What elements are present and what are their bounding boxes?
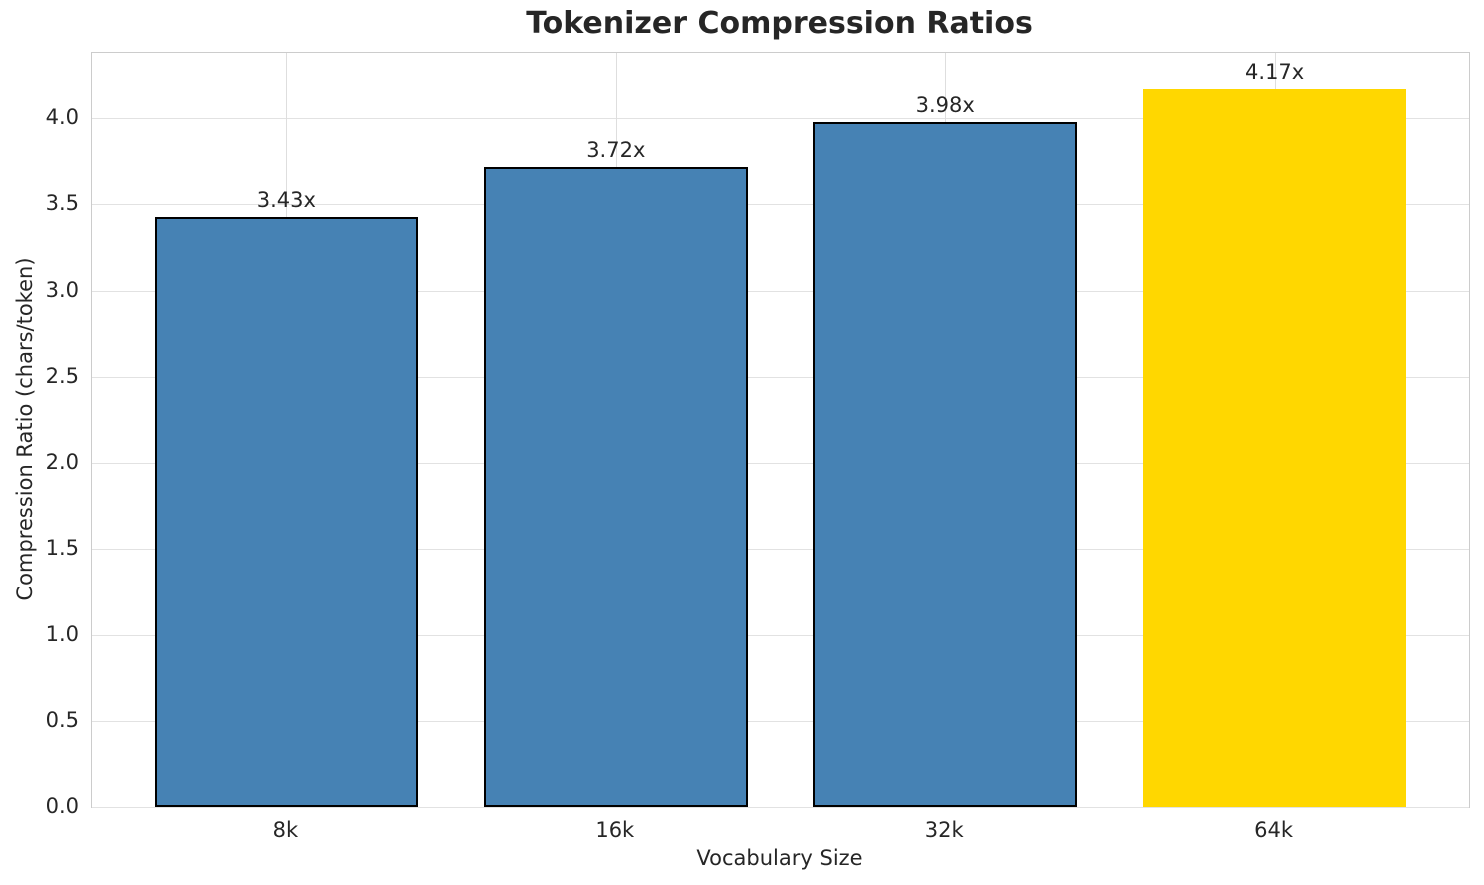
bar-16k bbox=[484, 166, 748, 807]
x-axis-label: Vocabulary Size bbox=[696, 846, 863, 870]
x-tick-label: 8k bbox=[272, 818, 299, 842]
y-tick-label: 2.0 bbox=[45, 449, 79, 474]
x-tick-label: 16k bbox=[595, 818, 635, 842]
bar-value-label: 3.98x bbox=[915, 92, 975, 117]
gridline-horizontal bbox=[92, 118, 1469, 120]
chart-title: Tokenizer Compression Ratios bbox=[526, 6, 1033, 41]
x-tick-label: 32k bbox=[924, 818, 964, 842]
bar-value-label: 4.17x bbox=[1245, 60, 1305, 85]
gridline-horizontal bbox=[92, 290, 1469, 292]
plot-area: 3.43x 3.72x 3.98x 4.17x bbox=[91, 52, 1470, 808]
gridline-horizontal bbox=[92, 634, 1469, 636]
gridline-horizontal bbox=[92, 462, 1469, 464]
gridline-horizontal bbox=[92, 720, 1469, 722]
bar-value-label: 3.43x bbox=[256, 187, 316, 212]
y-tick-label: 0.5 bbox=[45, 707, 79, 732]
y-tick-label: 2.5 bbox=[45, 363, 79, 388]
gridline-horizontal bbox=[92, 204, 1469, 206]
bar-32k bbox=[813, 121, 1077, 807]
bar-8k bbox=[154, 216, 419, 807]
gridline-horizontal bbox=[92, 548, 1469, 550]
gridline-horizontal bbox=[92, 807, 1469, 808]
y-tick-label: 1.0 bbox=[45, 621, 79, 646]
y-tick-label: 3.5 bbox=[45, 191, 79, 216]
y-tick-label: 1.5 bbox=[45, 535, 79, 560]
x-tick-label: 64k bbox=[1254, 818, 1294, 842]
y-tick-label: 3.0 bbox=[45, 277, 79, 302]
bar-value-label: 3.72x bbox=[586, 137, 646, 162]
bar-64k bbox=[1142, 89, 1407, 807]
gridline-horizontal bbox=[92, 376, 1469, 378]
y-tick-label: 0.0 bbox=[45, 794, 79, 818]
y-tick-label: 4.0 bbox=[45, 105, 79, 130]
